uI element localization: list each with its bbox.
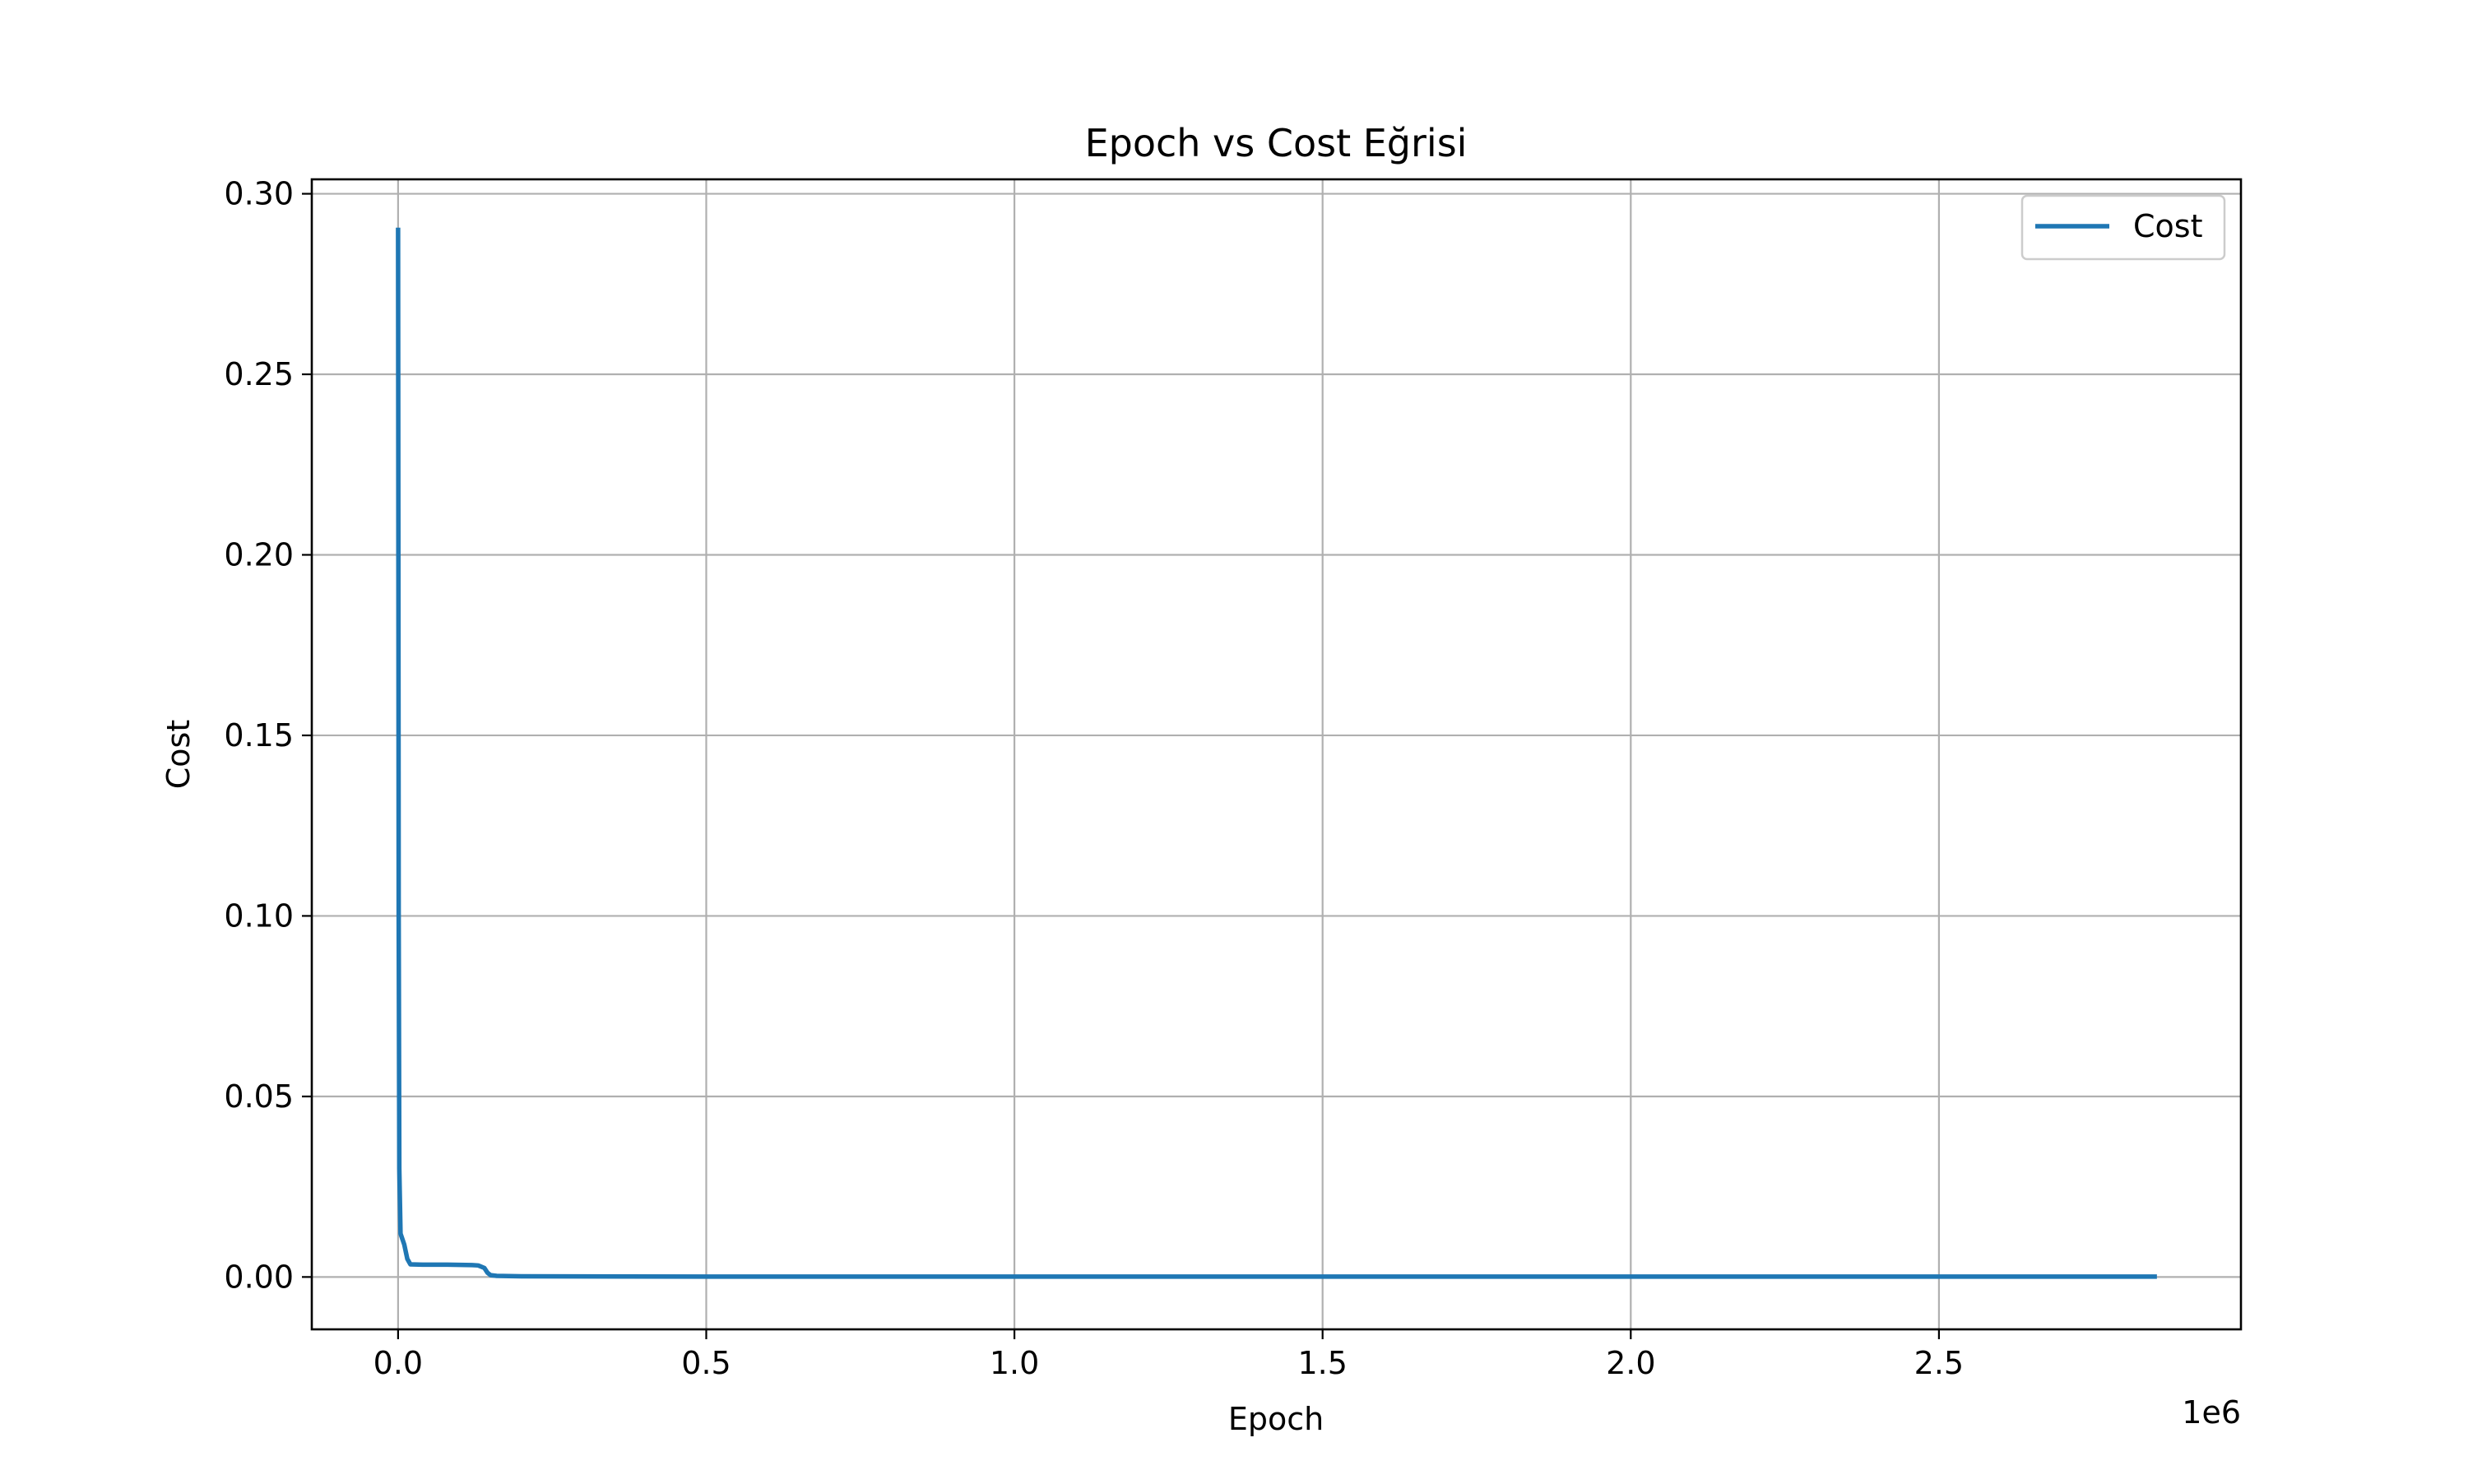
x-axis-label: Epoch	[1228, 1401, 1324, 1437]
y-tick-label: 0.00	[224, 1259, 294, 1295]
y-tick-label: 0.30	[224, 176, 294, 212]
y-tick-label: 0.10	[224, 897, 294, 934]
x-tick-label: 2.5	[1914, 1345, 1964, 1381]
x-tick-label: 0.0	[373, 1345, 423, 1381]
plot-area	[396, 227, 2157, 1279]
x-tick-label: 1.0	[990, 1345, 1039, 1381]
chart-title: Epoch vs Cost Eğrisi	[1085, 121, 1468, 165]
y-tick-label: 0.20	[224, 536, 294, 573]
y-tick-label: 0.15	[224, 717, 294, 754]
x-tick-label: 1.5	[1297, 1345, 1347, 1381]
x-axis-offset-label: 1e6	[2182, 1394, 2241, 1431]
x-axis: 0.0 0.5 1.0 1.5 2.0 2.5	[373, 1329, 1964, 1381]
axes-frame	[310, 178, 2243, 1331]
x-tick-label: 0.5	[681, 1345, 731, 1381]
y-axis-label: Cost	[160, 720, 197, 789]
y-tick-label: 0.25	[224, 356, 294, 392]
y-tick-label: 0.05	[224, 1078, 294, 1115]
y-axis: 0.00 0.05 0.10 0.15 0.20 0.25 0.30	[224, 176, 312, 1295]
legend: Cost	[2020, 194, 2226, 261]
legend-label-cost: Cost	[2133, 208, 2202, 244]
x-tick-label: 2.0	[1606, 1345, 1655, 1381]
legend-box	[2020, 194, 2226, 261]
series-line-cost	[396, 227, 2157, 1279]
